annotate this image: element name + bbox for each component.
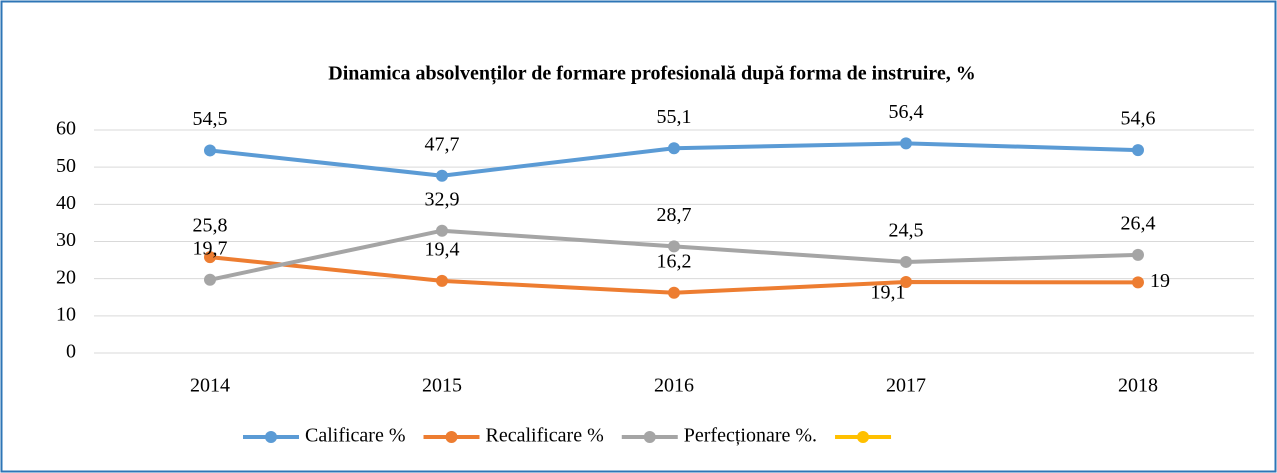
x-tick-label: 2017 xyxy=(886,375,926,397)
point xyxy=(436,224,448,237)
data-label: 55,1 xyxy=(657,106,692,128)
chart-title: Dinamica absolvenților de formare profes… xyxy=(328,63,975,86)
point xyxy=(900,276,912,289)
legend-marker xyxy=(265,431,277,443)
data-label: 16,2 xyxy=(657,250,692,272)
data-label: 19,1 xyxy=(871,282,906,304)
legend-marker xyxy=(857,431,870,443)
legend-label: Recalificare % xyxy=(486,425,604,447)
data-label: 32,9 xyxy=(425,188,460,210)
legend-marker xyxy=(643,431,656,443)
point xyxy=(204,144,216,157)
point xyxy=(668,286,680,299)
point xyxy=(436,274,448,287)
point xyxy=(668,240,680,253)
y-tick-label: 20 xyxy=(56,266,76,288)
data-label: 28,7 xyxy=(657,204,692,226)
y-tick-label: 10 xyxy=(56,303,76,325)
legend-marker xyxy=(445,431,458,443)
data-label: 54,5 xyxy=(193,108,228,130)
data-label: 19 xyxy=(1150,270,1170,292)
data-label: 19,7 xyxy=(193,237,228,259)
y-tick-label: 0 xyxy=(66,341,76,363)
data-label: 47,7 xyxy=(425,133,460,155)
legend-label: Calificare % xyxy=(305,425,406,447)
y-tick-label: 40 xyxy=(56,192,76,214)
y-tick-label: 50 xyxy=(56,155,76,177)
x-tick-label: 2014 xyxy=(190,375,230,397)
point xyxy=(1132,248,1144,261)
point xyxy=(1132,276,1144,289)
point xyxy=(900,255,912,268)
data-label: 24,5 xyxy=(889,220,924,242)
data-label: 54,6 xyxy=(1121,108,1156,130)
data-label: 26,4 xyxy=(1121,212,1156,234)
legend-label: Perfecționare %. xyxy=(684,425,817,447)
data-label: 19,4 xyxy=(425,238,460,260)
point xyxy=(204,273,216,286)
point xyxy=(204,251,216,264)
x-tick-label: 2016 xyxy=(654,375,694,397)
y-tick-label: 60 xyxy=(56,118,76,140)
point xyxy=(1132,144,1144,157)
data-label: 25,8 xyxy=(193,215,228,237)
point xyxy=(436,169,448,182)
x-tick-label: 2018 xyxy=(1118,375,1158,397)
point xyxy=(900,137,912,150)
point xyxy=(668,142,680,155)
data-label: 56,4 xyxy=(889,101,924,123)
y-tick-label: 30 xyxy=(56,229,76,251)
x-tick-label: 2015 xyxy=(422,375,462,397)
